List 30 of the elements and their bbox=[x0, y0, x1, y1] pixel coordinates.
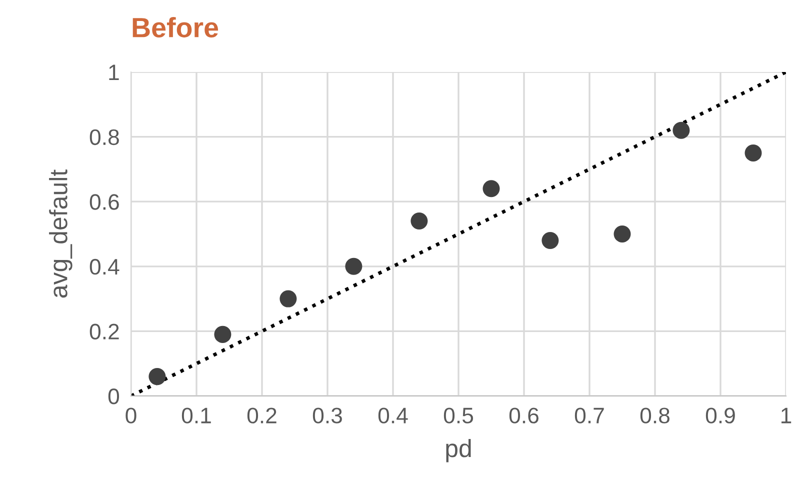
y-tick-label: 0.2 bbox=[90, 324, 119, 340]
x-tick-label: 0.9 bbox=[706, 408, 735, 424]
point bbox=[410, 212, 428, 230]
point bbox=[542, 232, 559, 249]
y-tick-label: 0.6 bbox=[90, 194, 119, 210]
y-axis-title: avg_default bbox=[49, 170, 72, 298]
y-tick-label: 0.8 bbox=[90, 129, 119, 146]
x-tick-label: 0.3 bbox=[312, 408, 342, 424]
point bbox=[614, 225, 631, 243]
x-tick-label: 0.2 bbox=[247, 408, 276, 424]
point bbox=[672, 122, 690, 139]
x-tick-label: 0.4 bbox=[378, 408, 408, 424]
y-tick-label: 1 bbox=[109, 64, 119, 80]
y-tick-label: 0 bbox=[108, 388, 120, 404]
chart-title: Before bbox=[132, 17, 218, 38]
x-axis-title: pd bbox=[446, 438, 471, 462]
x-tick-label: 1 bbox=[782, 408, 792, 424]
point bbox=[345, 258, 362, 275]
point bbox=[482, 180, 500, 198]
x-tick-label: 0.8 bbox=[640, 408, 670, 424]
point bbox=[148, 368, 166, 386]
y-tick-label: 0.4 bbox=[90, 258, 120, 275]
x-tick-label: 0.6 bbox=[509, 408, 538, 424]
x-tick-label: 0.1 bbox=[182, 408, 211, 424]
point bbox=[214, 326, 232, 343]
point bbox=[280, 290, 297, 308]
point bbox=[744, 144, 762, 162]
x-tick-label: 0.5 bbox=[444, 408, 474, 424]
x-tick-label: 0.7 bbox=[574, 408, 604, 424]
x-tick-label: 0 bbox=[126, 408, 136, 424]
